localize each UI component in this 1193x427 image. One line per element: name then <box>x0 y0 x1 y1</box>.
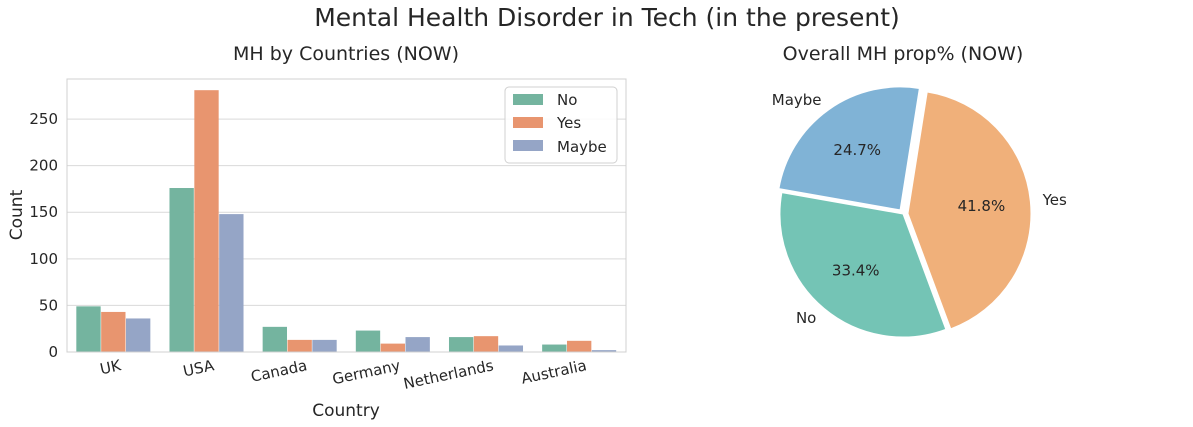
bar-germany-maybe <box>405 337 430 352</box>
y-tick-150: 150 <box>29 203 58 221</box>
pie-pct-maybe: 24.7% <box>833 141 881 159</box>
pie-pct-yes: 41.8% <box>958 197 1006 215</box>
x-tick-uk: UK <box>98 356 123 378</box>
x-axis-label: Country <box>312 401 380 421</box>
pie-chart: Overall MH prop% (NOW) 24.7% Maybe 41.8% Ye… <box>772 43 1067 338</box>
y-axis-label: Count <box>7 189 27 240</box>
legend-label-no: No <box>557 91 577 109</box>
pie-slice-maybe <box>778 86 920 211</box>
bar-chart-title: MH by Countries (NOW) <box>233 43 459 65</box>
x-tick-canada: Canada <box>249 356 309 385</box>
pie-pct-no: 33.4% <box>832 262 880 280</box>
y-tick-50: 50 <box>39 296 58 314</box>
bar-uk-maybe <box>126 318 151 352</box>
bar-australia-maybe <box>591 350 617 352</box>
legend-label-yes: Yes <box>556 114 581 132</box>
legend-swatch-no <box>513 94 543 105</box>
legend-label-maybe: Maybe <box>557 138 607 156</box>
pie-label-maybe: Maybe <box>772 91 822 109</box>
plot-frame <box>66 78 627 353</box>
legend-swatch-maybe <box>513 140 543 151</box>
bar-canada-no <box>262 326 287 352</box>
x-tick-germany: Germany <box>331 356 402 388</box>
bar-canada-yes <box>287 339 312 352</box>
bar-canada-maybe <box>312 339 337 352</box>
y-tick-200: 200 <box>29 157 58 175</box>
bar-germany-yes <box>380 343 406 352</box>
x-tick-labels: UK USA Canada Germany Netherlands Australia <box>98 356 588 393</box>
pie-chart-title: Overall MH prop% (NOW) <box>783 43 1024 65</box>
bar-netherlands-yes <box>473 336 499 352</box>
bar-usa-maybe <box>219 214 244 352</box>
y-tick-labels: 0 50 100 150 200 250 <box>29 110 58 361</box>
bar-australia-no <box>542 344 567 352</box>
pie-slice-no <box>779 192 947 338</box>
bar-series <box>76 90 617 353</box>
bar-netherlands-maybe <box>498 345 524 352</box>
bar-germany-no <box>355 330 381 352</box>
bar-chart: MH by Countries (NOW) 0 50 100 150 200 250 UK… <box>7 43 627 421</box>
pie-slices <box>778 86 1032 338</box>
pie-labels: 24.7% Maybe 41.8% Yes 33.4% No <box>772 91 1067 327</box>
bar-usa-no <box>169 188 194 352</box>
y-tick-0: 0 <box>48 343 58 361</box>
bar-australia-yes <box>566 340 592 352</box>
figure-title: Mental Health Disorder in Tech (in the p… <box>314 3 900 32</box>
legend-swatch-yes <box>513 117 543 128</box>
bar-netherlands-no <box>448 337 474 352</box>
legend: No Yes Maybe <box>504 86 618 164</box>
x-tick-usa: USA <box>181 356 216 380</box>
pie-slice-yes <box>907 91 1032 330</box>
x-tick-australia: Australia <box>520 356 589 387</box>
x-tick-netherlands: Netherlands <box>402 356 495 393</box>
pie-label-no: No <box>796 309 816 327</box>
bar-usa-yes <box>194 90 219 353</box>
pie-label-yes: Yes <box>1042 191 1067 209</box>
y-tick-250: 250 <box>29 110 58 128</box>
y-tick-100: 100 <box>29 250 58 268</box>
bar-uk-yes <box>101 311 126 352</box>
bar-uk-no <box>76 306 101 352</box>
